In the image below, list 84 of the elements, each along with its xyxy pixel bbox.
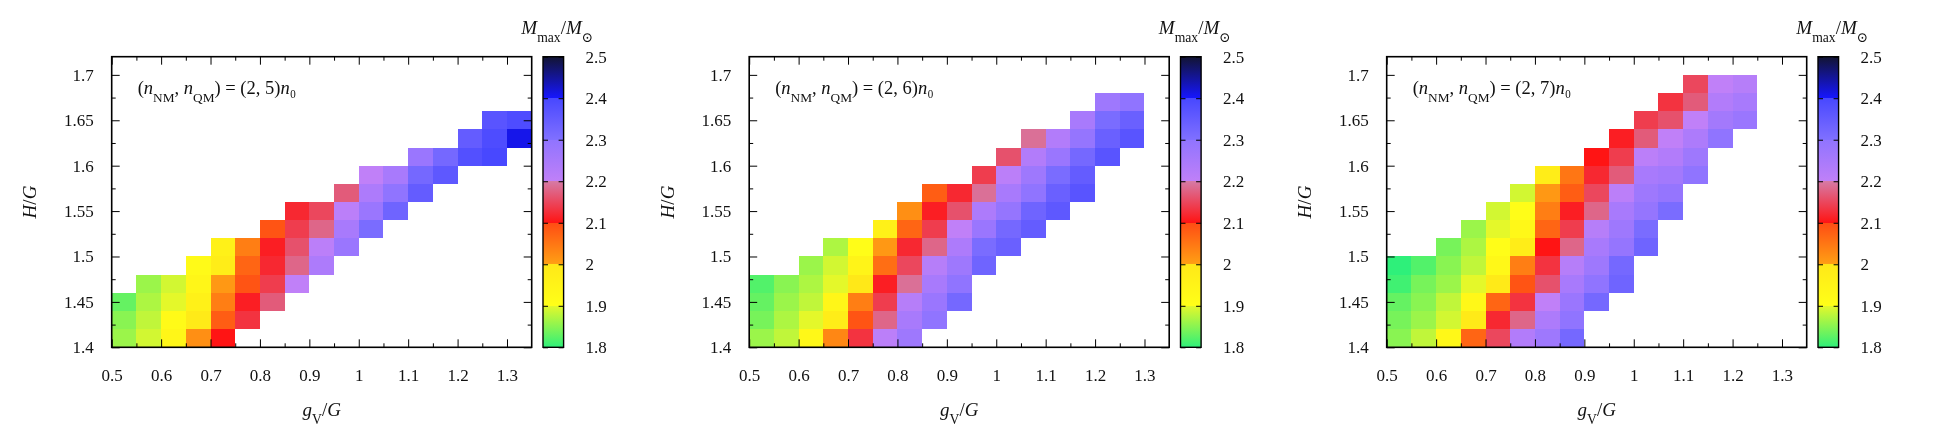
text: (n$_{NM}$, n$_{QM}$) = (2, 5)n₀ <box>137 77 297 105</box>
x-tick-label: 1.1 <box>1035 366 1057 386</box>
color-bar-label: 2.4 <box>1860 89 1883 109</box>
color-bar-label: 2.2 <box>1860 172 1882 192</box>
x-tick-label: 1.1 <box>398 366 420 386</box>
x-tick-label: 1.3 <box>496 366 519 386</box>
color-bar-label: 2 <box>1223 255 1232 275</box>
y-tick-label: 1.6 <box>1347 156 1369 176</box>
color-bar-label: 1.8 <box>1223 338 1245 358</box>
x-tick-label: 1.1 <box>1673 366 1695 386</box>
x-tick-label: 0.6 <box>788 366 810 386</box>
y-tick-label: 1.65 <box>701 111 732 131</box>
y-tick-label: 1.7 <box>1347 65 1370 85</box>
color-bar-label: 2.3 <box>1860 130 1882 150</box>
y-tick-label: 1.6 <box>709 156 732 176</box>
y-tick-label: 1.45 <box>1338 292 1369 312</box>
y-tick-label: 1.55 <box>63 202 94 222</box>
color-bar-label: 2.1 <box>1223 213 1245 233</box>
x-tick-label: 1 <box>1630 366 1639 386</box>
x-tick-label: 0.8 <box>887 366 909 386</box>
y-axis-title: H/G <box>1294 185 1315 220</box>
color-bar-label: 1.9 <box>585 296 607 316</box>
color-bar-title: M$_{max}$/M$_{⊙}$ <box>1157 17 1231 45</box>
color-bar-label: 2.3 <box>585 130 607 150</box>
text: (n$_{NM}$, n$_{QM}$) = (2, 7)n₀ <box>1412 77 1572 105</box>
y-tick-label: 1.6 <box>72 156 94 176</box>
color-bar-label: 2.2 <box>585 172 607 192</box>
x-tick-label: 0.9 <box>936 366 958 386</box>
x-tick-label: 1 <box>992 366 1002 386</box>
x-tick-label: 0.7 <box>200 366 223 386</box>
color-bar-label: 1.8 <box>585 338 607 358</box>
x-tick-label: 0.7 <box>837 366 860 386</box>
x-tick-label: 0.6 <box>1425 366 1448 386</box>
y-tick-label: 1.4 <box>72 338 95 358</box>
color-bar-label: 2.2 <box>1223 172 1245 192</box>
y-axis-title: H/G <box>656 185 678 220</box>
y-tick-label: 1.65 <box>1338 111 1369 131</box>
color-bar-label: 1.8 <box>1860 338 1882 358</box>
color-bar-label: 2.5 <box>1860 47 1882 67</box>
x-tick-label: 0.7 <box>1475 366 1498 386</box>
x-tick-label: 1.2 <box>1722 366 1744 386</box>
y-tick-label: 1.65 <box>63 111 94 131</box>
y-tick-label: 1.5 <box>1347 247 1369 267</box>
color-bar-label: 2.1 <box>585 213 607 233</box>
x-axis-title: g$_{V}$/G <box>940 399 979 425</box>
color-bar-title: M$_{max}$/M$_{⊙}$ <box>1795 17 1869 45</box>
text: (n$_{NM}$, n$_{QM}$) = (2, 6)n₀ <box>775 77 934 105</box>
x-tick-label: 1 <box>355 366 364 386</box>
y-tick-label: 1.55 <box>701 202 732 222</box>
x-tick-label: 0.8 <box>249 366 272 386</box>
x-tick-label: 1.2 <box>447 366 469 386</box>
color-bar-label: 2 <box>1860 255 1870 275</box>
x-tick-label: 1.3 <box>1134 366 1156 386</box>
color-bar-label: 2 <box>585 255 595 275</box>
x-tick-label: 1.2 <box>1084 366 1107 386</box>
y-tick-label: 1.55 <box>1338 202 1369 222</box>
y-tick-label: 1.5 <box>709 247 732 267</box>
y-tick-label: 1.7 <box>709 65 732 85</box>
y-tick-label: 1.4 <box>709 338 732 358</box>
y-tick-label: 1.4 <box>1347 338 1370 358</box>
color-bar-label: 2.4 <box>1223 89 1245 109</box>
y-tick-label: 1.45 <box>63 292 94 312</box>
x-tick-label: 0.6 <box>150 366 173 386</box>
color-bar-label: 2.4 <box>585 89 608 109</box>
x-tick-label: 0.5 <box>1376 366 1398 386</box>
color-bar-label: 2.3 <box>1223 130 1245 150</box>
x-tick-label: 0.8 <box>1524 366 1547 386</box>
x-tick-label: 0.5 <box>739 366 761 386</box>
x-tick-label: 0.5 <box>101 366 123 386</box>
color-bar-label: 2.5 <box>585 47 607 67</box>
color-bar-label: 2.5 <box>1223 47 1245 67</box>
x-tick-label: 0.9 <box>299 366 321 386</box>
color-bar-label: 2.1 <box>1860 213 1882 233</box>
x-axis-title: g$_{V}$/G <box>302 399 342 425</box>
color-bar-label: 1.9 <box>1223 296 1245 316</box>
x-tick-label: 0.9 <box>1574 366 1596 386</box>
x-axis-title: g$_{V}$/G <box>1577 399 1617 425</box>
color-bar-title: M$_{max}$/M$_{⊙}$ <box>520 17 594 45</box>
y-tick-label: 1.5 <box>72 247 94 267</box>
color-bar-label: 1.9 <box>1860 296 1882 316</box>
y-tick-label: 1.7 <box>72 65 95 85</box>
x-tick-label: 1.3 <box>1771 366 1794 386</box>
y-axis-title: H/G <box>19 185 40 220</box>
y-tick-label: 1.45 <box>701 292 732 312</box>
